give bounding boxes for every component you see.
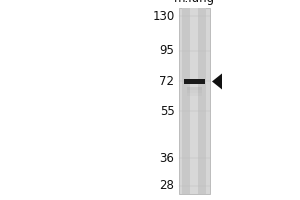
Bar: [190, 8, 198, 194]
Bar: [187, 90, 202, 93]
Bar: [187, 87, 202, 90]
Text: 36: 36: [160, 152, 175, 165]
Bar: [182, 8, 206, 194]
Text: m.lung: m.lung: [174, 0, 215, 5]
Bar: [178, 8, 210, 194]
Polygon shape: [212, 73, 222, 89]
Text: 28: 28: [160, 179, 175, 192]
Bar: [184, 79, 205, 84]
Bar: [187, 93, 202, 96]
Text: 55: 55: [160, 105, 175, 118]
Text: 72: 72: [160, 75, 175, 88]
Text: 130: 130: [152, 10, 175, 23]
Text: 95: 95: [160, 44, 175, 57]
